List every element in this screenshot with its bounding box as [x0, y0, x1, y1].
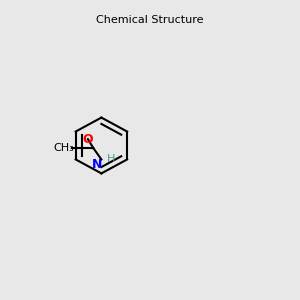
Text: CH₃: CH₃: [53, 143, 74, 153]
Text: N: N: [92, 158, 103, 171]
Title: Chemical Structure: Chemical Structure: [96, 15, 204, 25]
Text: H: H: [107, 154, 115, 164]
Text: O: O: [82, 133, 93, 146]
